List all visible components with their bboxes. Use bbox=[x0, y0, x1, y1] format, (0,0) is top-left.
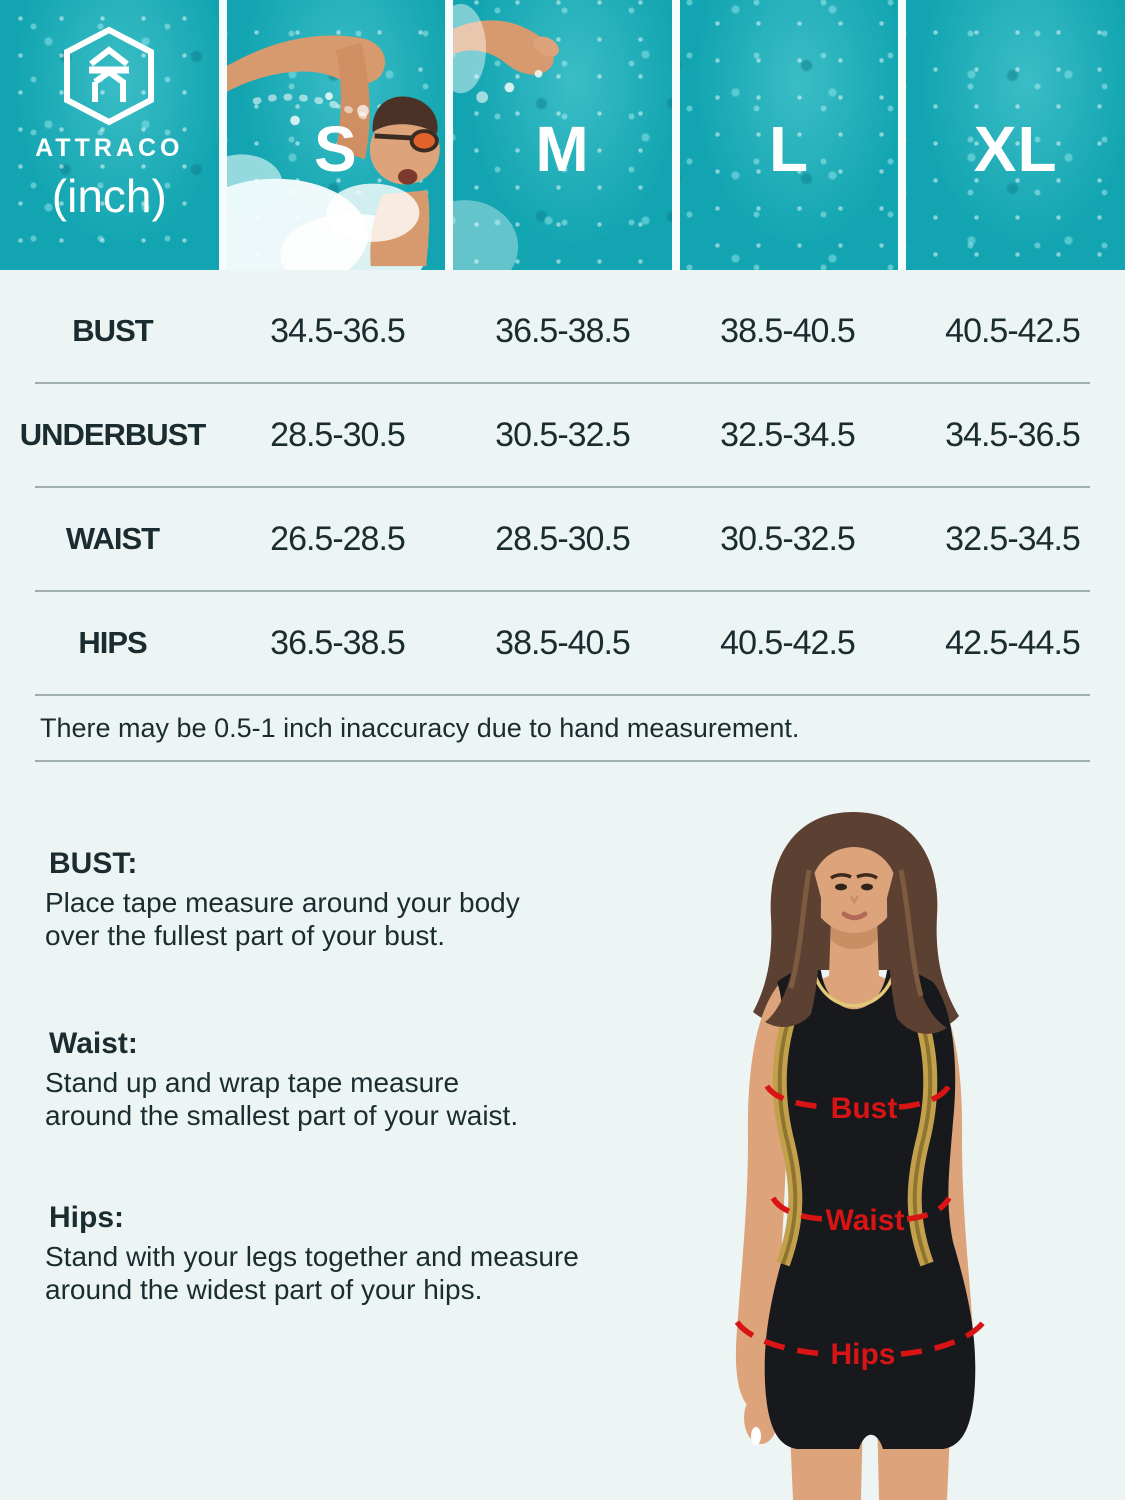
instruction-bust: BUST: Place tape measure around your bod… bbox=[45, 846, 645, 952]
bust-line bbox=[898, 1082, 953, 1110]
cell-value: 38.5-40.5 bbox=[495, 623, 631, 662]
instruction-heading: BUST: bbox=[49, 847, 138, 880]
row-divider bbox=[35, 760, 1090, 762]
instruction-hips: Hips: Stand with your legs together and … bbox=[45, 1200, 645, 1306]
row-label: UNDERBUST bbox=[19, 417, 207, 452]
model-photo: Bust Waist Hips bbox=[734, 812, 988, 1500]
row-divider bbox=[35, 486, 1090, 488]
swimmer-photo-right bbox=[453, 3, 560, 270]
cell-value: 30.5-32.5 bbox=[495, 415, 631, 454]
size-cell-l: L bbox=[679, 0, 899, 270]
instruction-line: around the widest part of your hips. bbox=[45, 1274, 483, 1305]
cell-value: 34.5-36.5 bbox=[270, 311, 406, 350]
attraco-logo-icon bbox=[64, 26, 155, 126]
row-divider bbox=[35, 694, 1090, 696]
swimmer-photo-left bbox=[226, 35, 440, 270]
row-label: BUST bbox=[72, 313, 153, 348]
instruction-line: around the smallest part of your waist. bbox=[45, 1100, 519, 1131]
cell-value: 26.5-28.5 bbox=[270, 519, 406, 558]
size-label-s: S bbox=[314, 113, 358, 185]
waist-line bbox=[770, 1196, 826, 1222]
hips-line bbox=[734, 1320, 828, 1357]
table-row-bust: BUST 34.5-36.5 36.5-38.5 38.5-40.5 40.5-… bbox=[0, 280, 1125, 382]
instruction-line: Place tape measure around your body bbox=[45, 887, 520, 918]
cell-value: 36.5-38.5 bbox=[270, 623, 406, 662]
measurement-note: There may be 0.5-1 inch inaccuracy due t… bbox=[40, 712, 800, 743]
table-row-underbust: UNDERBUST 28.5-30.5 30.5-32.5 32.5-34.5 … bbox=[0, 384, 1125, 486]
size-cell-s: S bbox=[226, 0, 446, 270]
instruction-waist: Waist: Stand up and wrap tape measure ar… bbox=[45, 1026, 645, 1132]
size-cell-xl: XL bbox=[906, 0, 1125, 270]
cell-value: 34.5-36.5 bbox=[945, 415, 1081, 454]
row-divider bbox=[35, 590, 1090, 592]
cell-value: 32.5-34.5 bbox=[720, 415, 856, 454]
cell-value: 40.5-42.5 bbox=[945, 311, 1081, 350]
waist-label: Waist bbox=[826, 1204, 905, 1237]
unit-label: (inch) bbox=[51, 170, 167, 222]
hips-label: Hips bbox=[830, 1338, 895, 1371]
size-cell-m: M bbox=[453, 0, 672, 270]
cell-value: 32.5-34.5 bbox=[945, 519, 1081, 558]
waist-line bbox=[906, 1196, 952, 1222]
cell-value: 38.5-40.5 bbox=[720, 311, 856, 350]
size-chart-header: ATTRACO (inch) S bbox=[0, 0, 1125, 270]
bust-line bbox=[764, 1084, 830, 1110]
instruction-line: Stand with your legs together and measur… bbox=[45, 1241, 579, 1272]
brand-cell: ATTRACO (inch) bbox=[0, 0, 219, 270]
table-row-hips: HIPS 36.5-38.5 38.5-40.5 40.5-42.5 42.5-… bbox=[0, 592, 1125, 694]
cell-value: 40.5-42.5 bbox=[720, 623, 856, 662]
bust-label: Bust bbox=[831, 1092, 898, 1125]
cell-value: 36.5-38.5 bbox=[495, 311, 631, 350]
size-label-l: L bbox=[769, 113, 810, 185]
table-row-waist: WAIST 26.5-28.5 28.5-30.5 30.5-32.5 32.5… bbox=[0, 488, 1125, 590]
hips-line bbox=[900, 1318, 988, 1357]
cell-value: 28.5-30.5 bbox=[495, 519, 631, 558]
instruction-line: over the fullest part of your bust. bbox=[45, 920, 445, 951]
brand-name: ATTRACO bbox=[35, 134, 184, 162]
cell-value: 42.5-44.5 bbox=[945, 623, 1081, 662]
row-label: WAIST bbox=[65, 521, 160, 556]
instruction-heading: Waist: bbox=[49, 1027, 138, 1060]
size-table: BUST 34.5-36.5 36.5-38.5 38.5-40.5 40.5-… bbox=[0, 280, 1125, 762]
cell-value: 30.5-32.5 bbox=[720, 519, 856, 558]
instruction-line: Stand up and wrap tape measure bbox=[45, 1067, 460, 1098]
cell-value: 28.5-30.5 bbox=[270, 415, 406, 454]
row-label: HIPS bbox=[78, 625, 147, 660]
size-label-xl: XL bbox=[973, 113, 1058, 185]
instruction-heading: Hips: bbox=[49, 1201, 124, 1234]
size-label-m: M bbox=[535, 113, 590, 185]
row-divider bbox=[35, 382, 1090, 384]
